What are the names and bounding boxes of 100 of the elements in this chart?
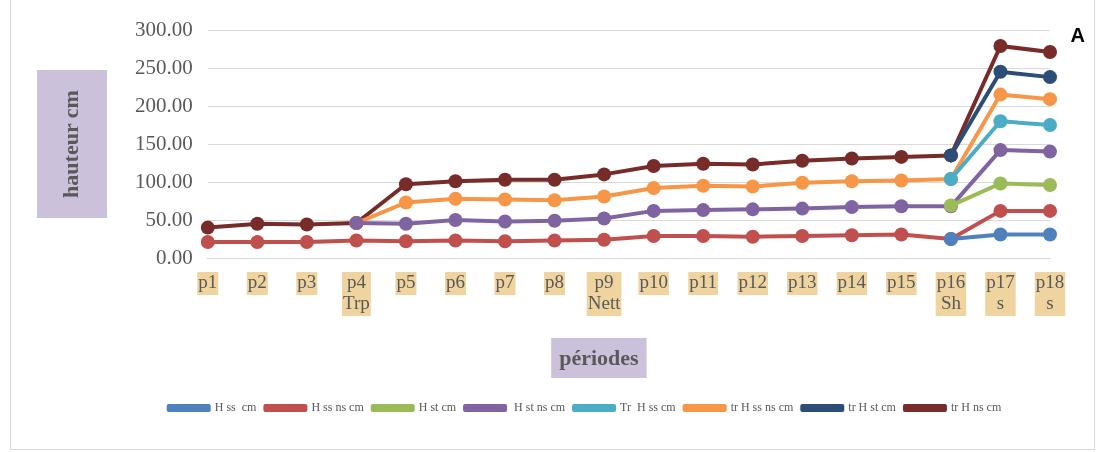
- point: [993, 143, 1008, 158]
- point: [448, 213, 463, 227]
- point: [398, 216, 413, 231]
- point: [646, 159, 661, 174]
- point: [200, 235, 215, 250]
- point: [597, 211, 612, 226]
- legend-label: tr H st cm: [848, 400, 897, 415]
- point: [894, 173, 909, 188]
- point: [993, 38, 1008, 53]
- y-tick-label: 0.00: [156, 244, 193, 269]
- x-tick-label: p5: [396, 271, 416, 293]
- point: [795, 228, 810, 243]
- y-tick-label: 150.00: [135, 130, 193, 155]
- point: [1043, 70, 1057, 85]
- point: [795, 153, 810, 168]
- point: [795, 201, 810, 216]
- point: [448, 174, 463, 189]
- x-tick-label: p14: [837, 271, 867, 293]
- point: [498, 172, 513, 187]
- point: [844, 200, 859, 215]
- x-tick-label: p15: [887, 271, 916, 293]
- point: [597, 167, 612, 182]
- legend-label: H ss cm: [214, 400, 258, 415]
- point: [795, 175, 810, 190]
- x-tick-label: p1: [198, 271, 218, 293]
- point: [299, 235, 314, 250]
- legend-label: H st ns cm: [511, 400, 566, 415]
- y-tick-label: 50.00: [145, 206, 193, 231]
- point: [844, 151, 859, 166]
- point: [993, 87, 1008, 102]
- point: [1043, 203, 1057, 218]
- y-tick-label: 250.00: [135, 54, 193, 79]
- point: [993, 227, 1008, 242]
- legend-label: H st cm: [418, 400, 457, 415]
- y-axis-title: hauteur cm: [57, 90, 83, 198]
- point: [993, 64, 1008, 79]
- point: [1043, 178, 1057, 193]
- x-tick-label: p3: [297, 271, 317, 293]
- x-tick-label: p9 Nett: [587, 271, 622, 314]
- point: [498, 192, 513, 207]
- point: [547, 193, 562, 208]
- point: [696, 203, 711, 218]
- x-tick-label: p2: [247, 271, 267, 293]
- point: [398, 195, 413, 210]
- point: [646, 228, 661, 243]
- point: [299, 217, 314, 232]
- point: [1043, 227, 1057, 242]
- point: [646, 181, 661, 196]
- point: [745, 229, 760, 244]
- point: [547, 213, 562, 228]
- x-tick-label: p17 s: [986, 271, 1015, 314]
- text: A: [1070, 23, 1085, 46]
- point: [993, 203, 1008, 218]
- legend-label: tr H ss ns cm: [730, 400, 794, 415]
- point: [993, 176, 1008, 191]
- point: [250, 235, 265, 250]
- point: [696, 228, 711, 243]
- point: [894, 199, 909, 214]
- point: [745, 157, 760, 172]
- point: [547, 233, 562, 248]
- x-tick-label: p11: [689, 271, 718, 293]
- point: [597, 232, 612, 247]
- point: [349, 233, 364, 248]
- point: [398, 177, 413, 192]
- legend-label: tr H ns cm: [950, 400, 1002, 415]
- x-tick-label: p4 Trp: [343, 271, 370, 314]
- point: [844, 174, 859, 189]
- x-tick-label: p13: [788, 271, 817, 293]
- point: [1043, 92, 1057, 107]
- point: [894, 227, 909, 242]
- point: [993, 114, 1008, 129]
- point: [696, 156, 711, 171]
- point: [745, 179, 760, 194]
- x-tick-label: p8: [545, 271, 565, 293]
- legend-label: Tr H ss cm: [620, 400, 677, 415]
- y-tick-label: 100.00: [135, 168, 193, 193]
- point: [200, 220, 215, 235]
- point: [646, 203, 661, 218]
- legend-label: H ss ns cm: [311, 400, 365, 415]
- point: [1043, 45, 1057, 60]
- point: [894, 149, 909, 164]
- y-tick-label: 300.00: [135, 16, 193, 41]
- point: [250, 216, 265, 231]
- x-tick-label: p10: [639, 271, 668, 293]
- x-tick-label: p6: [445, 271, 465, 293]
- y-tick-label: 200.00: [135, 92, 193, 117]
- x-tick-label: p16 Sh: [936, 271, 966, 314]
- x-tick-label: p18 s: [1035, 271, 1065, 314]
- point: [844, 228, 859, 243]
- point: [597, 189, 612, 204]
- x-axis-title: périodes: [559, 344, 640, 370]
- point: [1043, 118, 1057, 132]
- point: [547, 172, 562, 187]
- point: [398, 234, 413, 249]
- point: [696, 178, 711, 193]
- point: [448, 233, 463, 248]
- x-tick-label: p12: [738, 271, 767, 293]
- point: [498, 214, 513, 229]
- x-tick-label: p7: [495, 271, 515, 293]
- point: [745, 202, 760, 217]
